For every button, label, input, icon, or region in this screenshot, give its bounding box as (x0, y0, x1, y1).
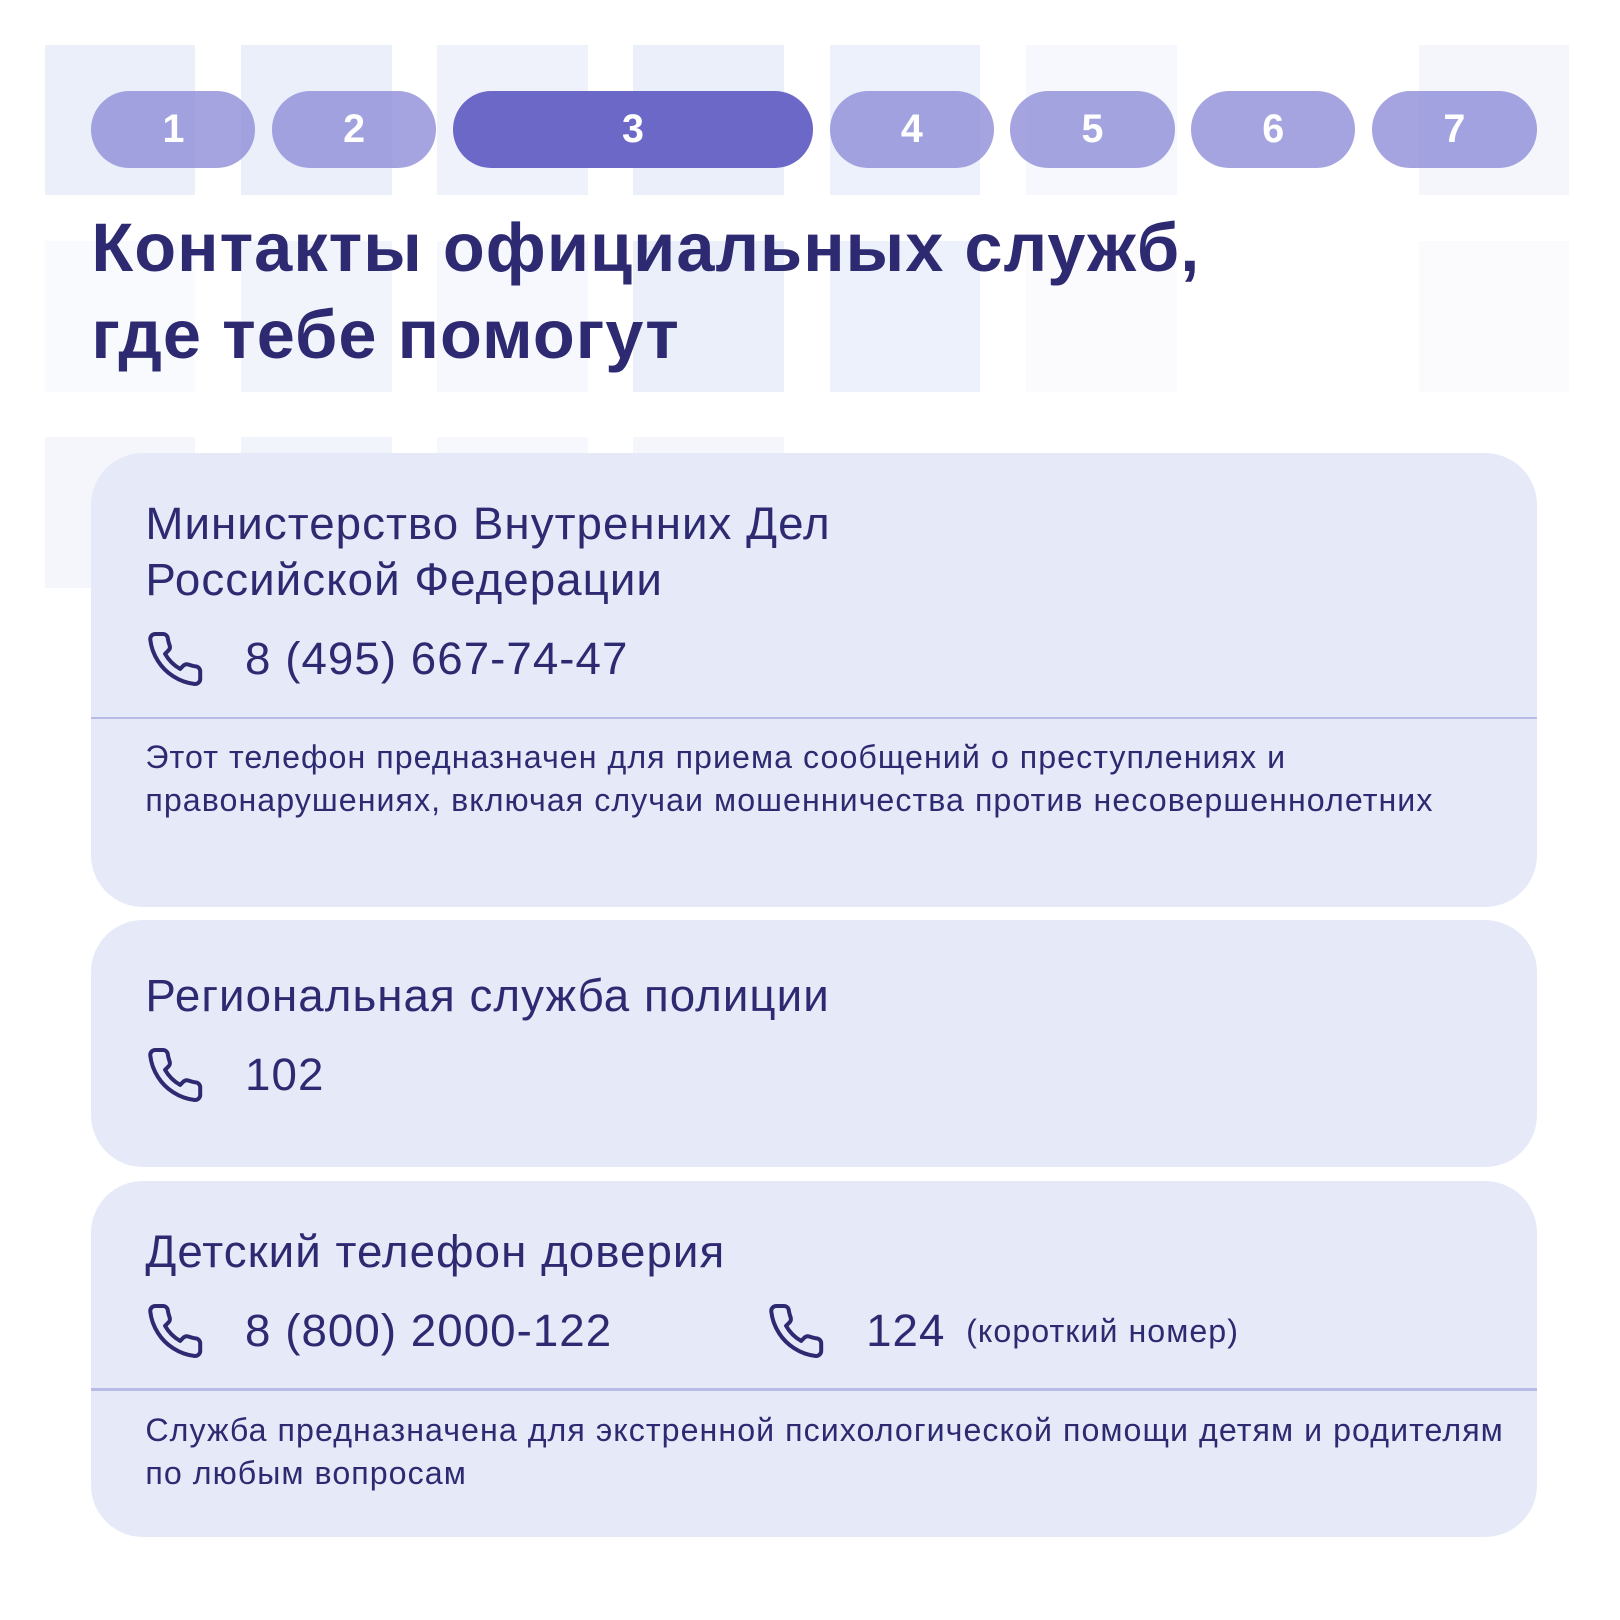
card-mvd: Министерство Внутренних Дел Российской Ф… (91, 452, 1537, 907)
phone-icon (145, 1301, 205, 1361)
card-title-line-1: Министерство Внутренних Дел (145, 498, 831, 550)
bg-tile (437, 240, 588, 392)
bg-tile (633, 240, 785, 392)
phone-row-short: 124 (короткий номер) (766, 1301, 1239, 1361)
card-title-line-2: Российской Федерации (145, 554, 663, 606)
phone-row: 8 (495) 667-74-47 (145, 629, 628, 689)
bg-tile (1418, 240, 1570, 392)
card-helpline: Детский телефон доверия 8 (800) 2000-122… (91, 1180, 1537, 1537)
phone-row: 8 (800) 2000-122 (145, 1301, 612, 1361)
bg-tile (829, 240, 981, 392)
bg-tile (44, 240, 196, 392)
page-title: Контакты официальных служб, где тебе пом… (91, 204, 1200, 378)
divider (91, 1388, 1537, 1391)
step-5[interactable]: 5 (1010, 91, 1175, 169)
phone-number-short[interactable]: 124 (866, 1305, 946, 1357)
card-title: Министерство Внутренних Дел Российской Ф… (145, 496, 830, 608)
title-line-1: Контакты официальных служб, (91, 208, 1201, 286)
title-line-2: где тебе помогут (91, 295, 680, 373)
bg-tile (240, 240, 392, 392)
step-4[interactable]: 4 (829, 91, 994, 169)
phone-icon (145, 629, 205, 689)
card-title: Региональная служба полиции (145, 969, 830, 1021)
card-description: Этот телефон предназначен для приема соо… (145, 739, 1434, 818)
phone-icon (145, 1045, 205, 1105)
step-2[interactable]: 2 (272, 91, 437, 169)
card-title: Детский телефон доверия (145, 1226, 726, 1278)
card-police: Региональная служба полиции 102 (91, 920, 1537, 1168)
phone-number[interactable]: 8 (495) 667-74-47 (245, 633, 629, 685)
card-description: Служба предназначена для экстренной псих… (145, 1412, 1504, 1491)
step-6[interactable]: 6 (1191, 91, 1356, 169)
step-1[interactable]: 1 (91, 91, 256, 169)
phone-icon (766, 1301, 826, 1361)
bg-tile (1026, 240, 1177, 392)
short-number-note: (короткий номер) (966, 1312, 1239, 1349)
step-3-active[interactable]: 3 (452, 91, 814, 169)
phone-row: 102 (145, 1045, 324, 1105)
phone-number[interactable]: 102 (245, 1048, 325, 1100)
step-7[interactable]: 7 (1371, 91, 1537, 169)
divider (91, 716, 1537, 719)
phone-number[interactable]: 8 (800) 2000-122 (245, 1305, 613, 1357)
